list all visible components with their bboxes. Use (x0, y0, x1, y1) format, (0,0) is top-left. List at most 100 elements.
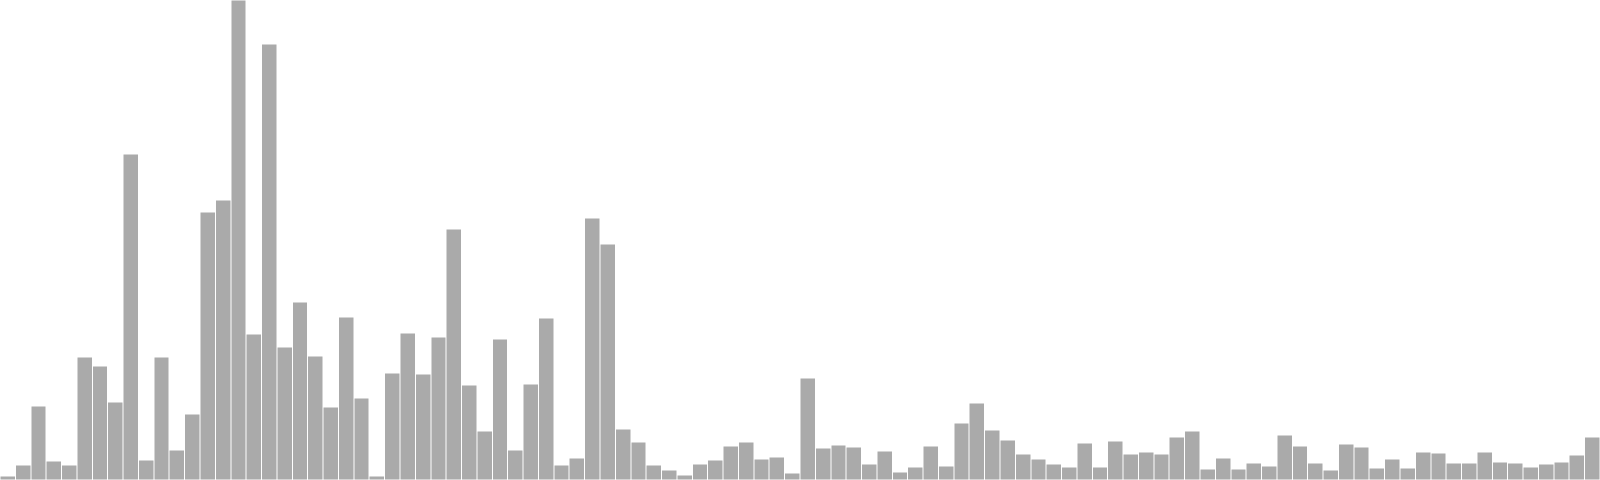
histogram-bar (999, 439, 1016, 480)
histogram-bar (399, 332, 416, 480)
histogram-bar (476, 430, 493, 480)
histogram-bar (1030, 458, 1047, 480)
histogram-bar (184, 413, 201, 480)
histogram-bar (91, 365, 109, 480)
histogram-bar (937, 465, 955, 480)
histogram-bar (722, 445, 739, 480)
histogram-bar (645, 464, 663, 480)
histogram-bar (445, 228, 463, 480)
histogram-bar (507, 449, 524, 480)
histogram-bar (61, 464, 78, 480)
histogram-bar (799, 377, 816, 480)
histogram-bar (214, 199, 232, 480)
histogram-bar (1091, 466, 1109, 480)
histogram-bar (737, 441, 755, 480)
histogram-bar (337, 316, 355, 480)
histogram-bar (1291, 445, 1309, 480)
histogram-bar (14, 464, 32, 480)
histogram-bar (861, 463, 878, 480)
histogram-bar (1045, 463, 1063, 480)
histogram-bar (1584, 436, 1600, 480)
histogram-bar (707, 459, 724, 480)
histogram-bar (30, 405, 47, 480)
histogram-bar (1276, 434, 1293, 480)
histogram-bar (1353, 446, 1370, 480)
histogram-bar (661, 469, 678, 480)
histogram-bar (953, 422, 970, 480)
histogram-bar (414, 373, 432, 480)
histogram-bar (922, 445, 939, 480)
histogram-bar (307, 355, 324, 480)
histogram-bar (1476, 451, 1493, 480)
histogram-bar (0, 475, 16, 480)
histogram-bar (1537, 463, 1555, 480)
histogram-bar (1153, 453, 1170, 480)
histogram-bar (1414, 451, 1432, 480)
histogram-bar (691, 463, 709, 480)
histogram-bar (830, 444, 847, 480)
histogram-bar (768, 456, 786, 480)
histogram-bar (245, 333, 263, 480)
histogram-bar (430, 336, 447, 480)
histogram-bar (907, 466, 924, 480)
histogram-bar (891, 471, 909, 480)
histogram-bar (845, 446, 863, 480)
histogram-bar (1568, 454, 1586, 480)
histogram-bar (676, 474, 693, 480)
histogram-bar (1430, 452, 1447, 480)
histogram-bar (1184, 430, 1201, 480)
histogram-bar (368, 475, 386, 480)
histogram-bar (876, 450, 893, 480)
histogram-bar (1061, 466, 1078, 480)
histogram-bar (1122, 453, 1139, 480)
histogram-bar (199, 211, 216, 480)
histogram-bar (384, 372, 401, 480)
histogram-bar (168, 449, 186, 480)
histogram-bar (1168, 436, 1186, 480)
histogram-bar (137, 459, 155, 480)
histogram-bar (1245, 462, 1263, 480)
histogram-bar (537, 317, 555, 480)
histogram-bar (491, 338, 509, 480)
histogram-bar (1076, 442, 1093, 480)
histogram-bar (1337, 443, 1355, 480)
histogram-bar (461, 384, 478, 480)
histogram-bar (261, 43, 278, 480)
histogram-bar (107, 401, 124, 480)
histogram-bar (1553, 461, 1570, 480)
histogram-bar (984, 429, 1001, 480)
histogram-bar (122, 153, 139, 480)
histogram-bar (1399, 467, 1416, 480)
histogram-bar (753, 458, 770, 480)
histogram-bar (322, 406, 339, 480)
histogram-bar (814, 447, 832, 480)
histogram-bar (630, 441, 647, 480)
histogram-bar (1230, 468, 1247, 480)
histogram-bar (1461, 462, 1478, 480)
histogram-bar (230, 0, 247, 480)
histogram-bar (1137, 451, 1155, 480)
histogram-bar (584, 217, 601, 480)
histogram-bar (76, 356, 93, 480)
histogram-bar (353, 397, 370, 480)
histogram-bar (153, 356, 170, 480)
histogram-bar (1014, 453, 1032, 480)
histogram-bar (1507, 462, 1524, 480)
histogram-bar (1307, 462, 1324, 480)
histogram-bar (1199, 468, 1216, 480)
histogram-bar (1261, 465, 1278, 480)
histogram-bar (1522, 466, 1539, 480)
histogram-bar (1214, 457, 1232, 480)
histogram-bar (1322, 469, 1339, 480)
histogram-bar (968, 402, 986, 480)
histogram-bar (568, 457, 586, 480)
histogram-bar (1107, 440, 1124, 480)
histogram-bar (1368, 467, 1386, 480)
histogram-bar (522, 383, 539, 480)
histogram-bar (553, 464, 570, 480)
histogram-bar (1384, 458, 1401, 480)
histogram-bar (276, 346, 293, 480)
